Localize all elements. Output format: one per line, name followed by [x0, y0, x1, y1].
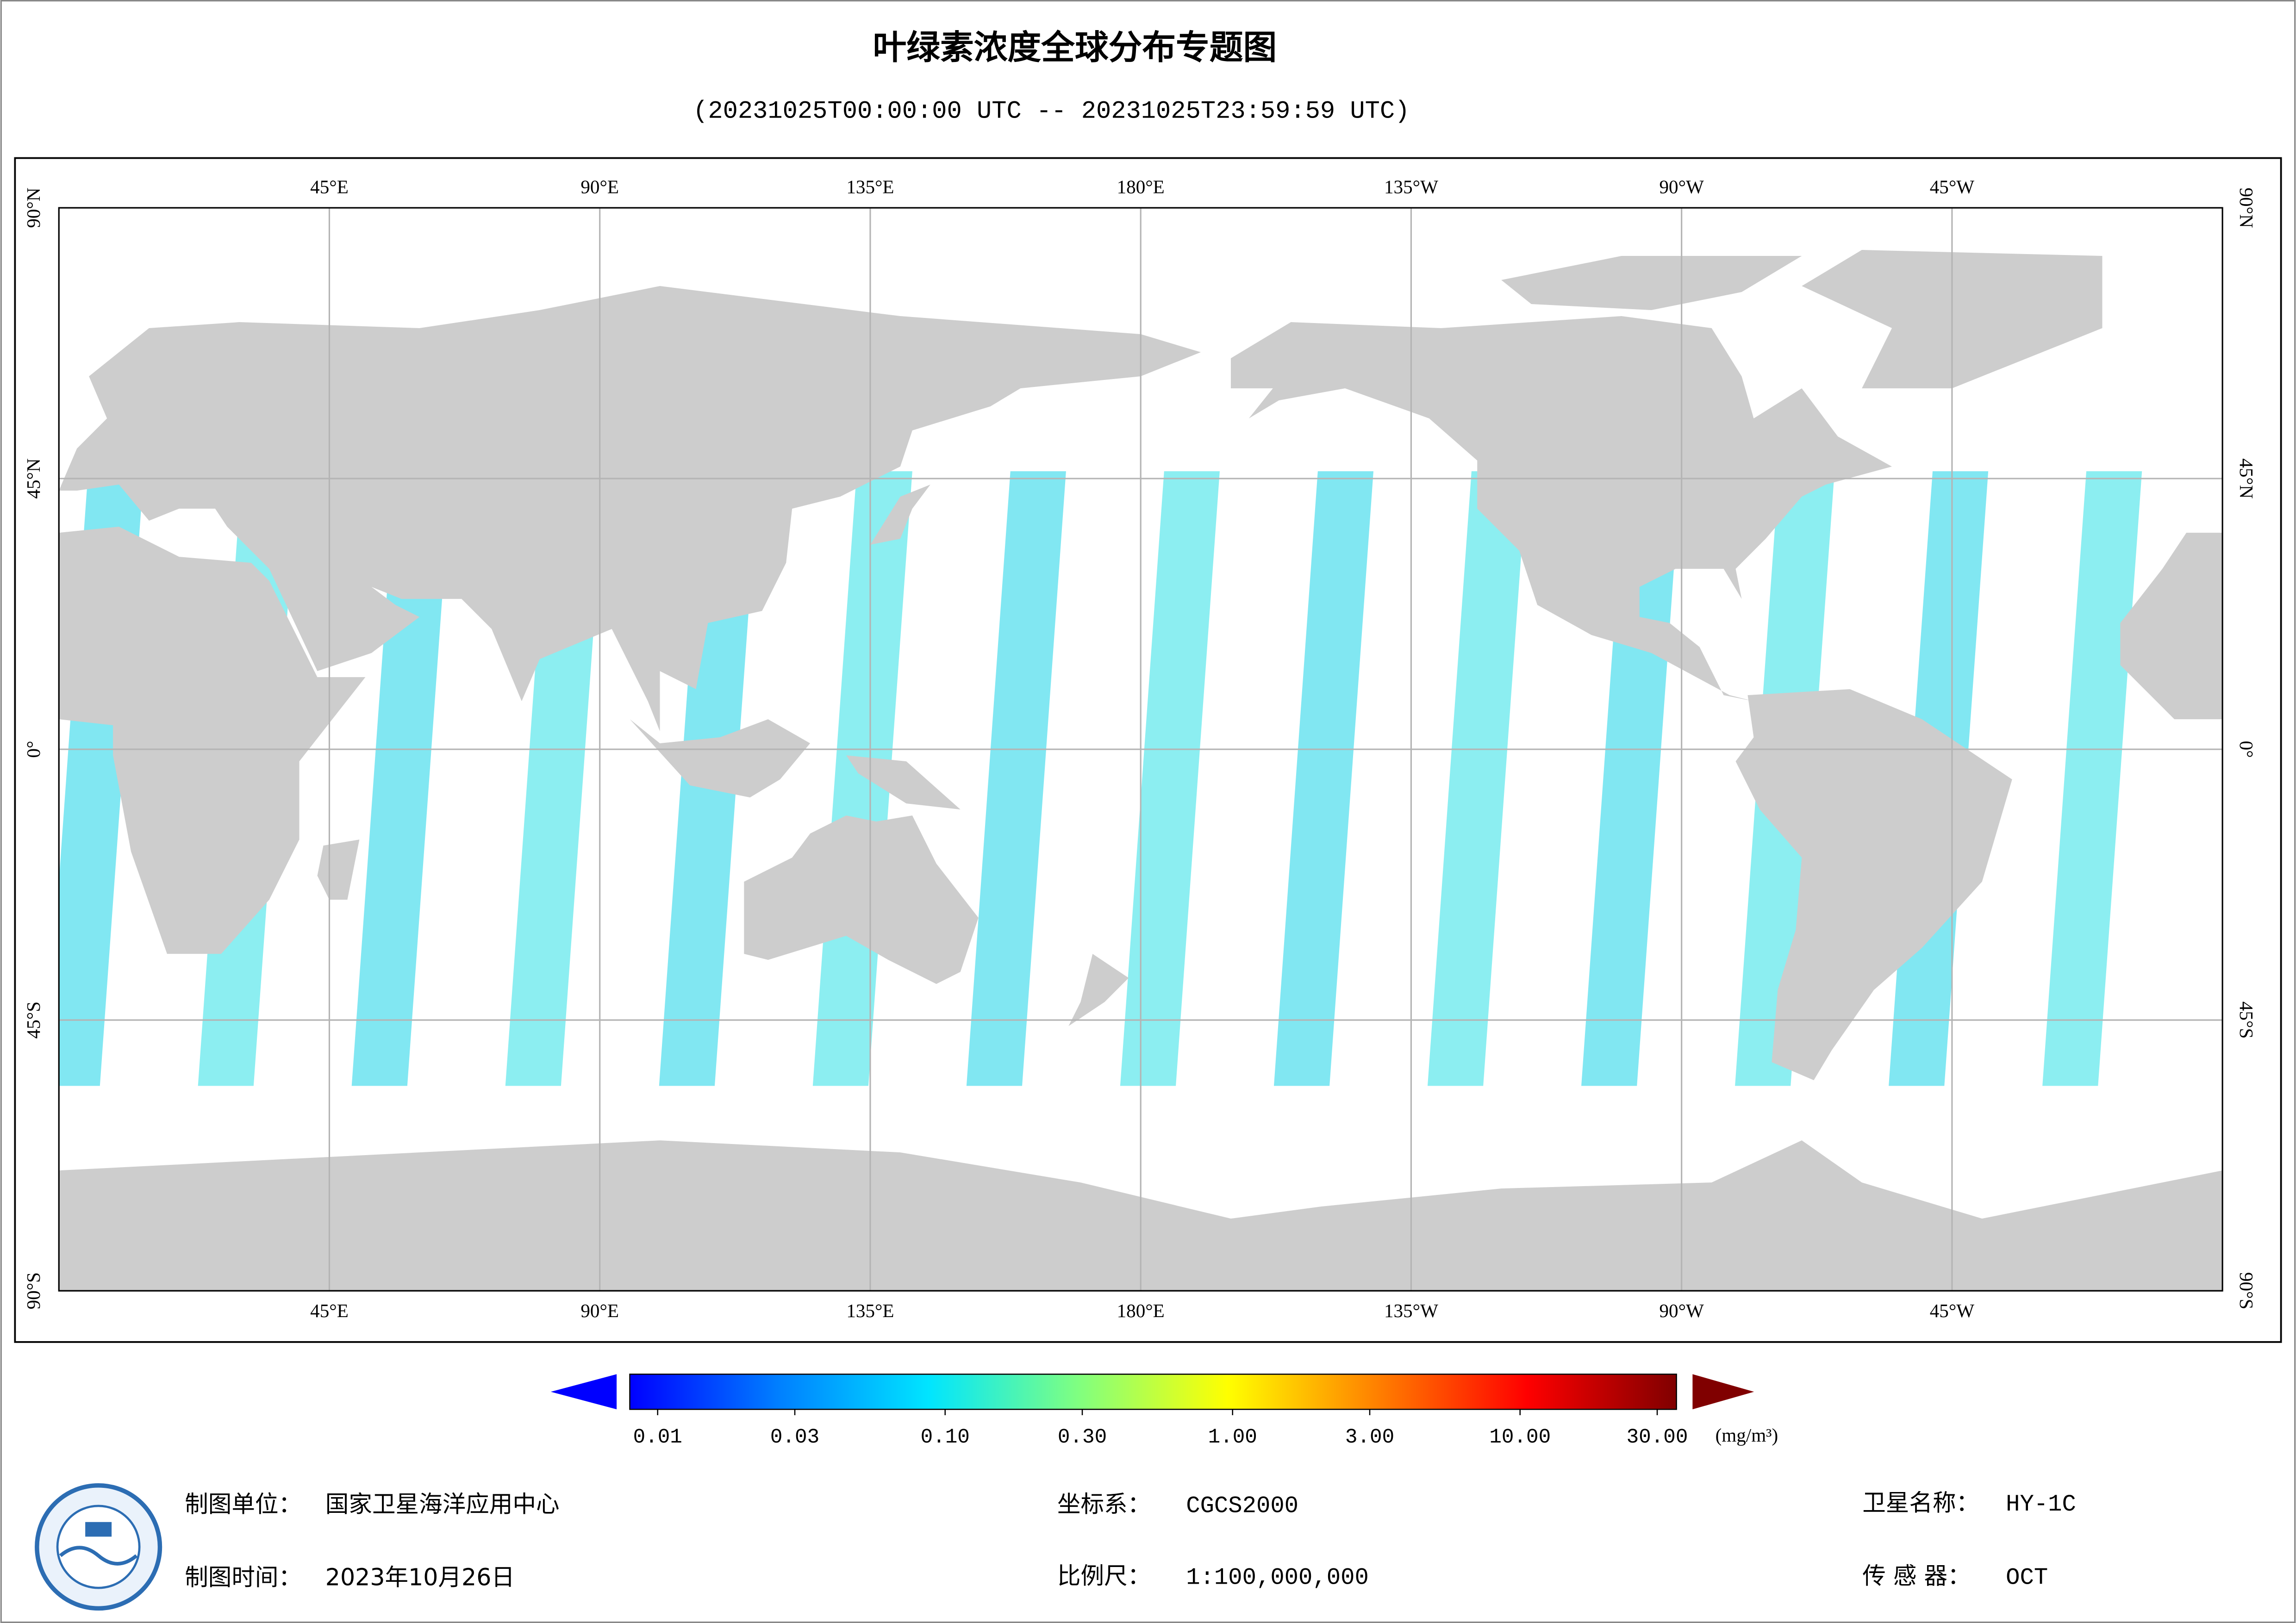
colorbar-tick-label: 0.03	[770, 1426, 819, 1449]
colorbar-tick-label: 0.10	[921, 1426, 970, 1449]
logo-inner	[56, 1505, 141, 1589]
colorbar-tick-label: 0.01	[633, 1426, 682, 1449]
lat-label: 90°N	[23, 187, 44, 228]
lat-label: 45°S	[23, 1001, 44, 1038]
footer-value: HY-1C	[2006, 1492, 2076, 1518]
map-title: 叶绿素浓度全球分布专题图	[873, 28, 1277, 68]
footer: 制图单位： 国家卫星海洋应用中心 制图时间： 2023年10月26日 坐标系： …	[35, 1483, 2076, 1611]
colorbar: (mg/m³) 0.01 0.03 0.10 0.30 1.00 3.00 10.00 30.…	[550, 1374, 1778, 1449]
swath	[966, 471, 1066, 1086]
colorbar-unit: (mg/m³)	[1716, 1424, 1778, 1446]
lat-label: 0°	[2236, 741, 2257, 758]
colorbar-tick-label: 0.30	[1058, 1426, 1107, 1449]
australia	[744, 815, 979, 984]
lat-label: 45°S	[2236, 1001, 2257, 1038]
map-border	[58, 207, 2223, 1292]
lon-label: 45°E	[310, 1300, 349, 1321]
lat-label: 90°S	[23, 1272, 44, 1309]
lon-label: 180°E	[1117, 1300, 1165, 1321]
swath	[1428, 471, 1528, 1086]
logo	[35, 1483, 162, 1611]
lat-label: 45°N	[23, 458, 44, 498]
madagascar	[317, 839, 360, 900]
new-zealand	[1068, 954, 1129, 1026]
footer-value: 1:100,000,000	[1186, 1565, 1369, 1591]
lat-label: 0°	[23, 741, 44, 758]
swath	[1120, 471, 1220, 1086]
colorbar-under-arrow	[550, 1374, 617, 1410]
swath	[1273, 471, 1373, 1086]
colorbar-tick-label: 30.00	[1627, 1426, 1688, 1449]
lon-label: 45°W	[1930, 176, 1975, 197]
lon-label: 90°E	[580, 176, 619, 197]
footer-label: 卫星名称：	[1862, 1489, 1979, 1516]
lat-label: 90°S	[2236, 1272, 2257, 1309]
footer-value: 国家卫星海洋应用中心	[325, 1491, 560, 1518]
graticule-labels: 45°E 45°E 90°E 90°E 135°E 135°E 180°E 180°E 135°…	[23, 176, 2257, 1321]
swath	[351, 471, 451, 1086]
lon-label: 180°E	[1117, 176, 1165, 197]
arctic-islands	[1501, 256, 1802, 311]
japan	[840, 485, 930, 551]
lon-label: 90°W	[1659, 1300, 1704, 1321]
logo-wave	[59, 1546, 138, 1566]
lat-label: 90°N	[2236, 187, 2257, 228]
lon-label: 90°E	[580, 1300, 619, 1321]
lon-label: 135°W	[1384, 176, 1438, 197]
colorbar-gradient	[629, 1374, 1677, 1410]
map-frame	[14, 157, 2282, 1343]
lon-label: 90°W	[1659, 176, 1704, 197]
colorbar-tick-label: 3.00	[1345, 1426, 1394, 1449]
colorbar-tick-label: 1.00	[1208, 1426, 1257, 1449]
indonesia	[630, 719, 811, 798]
map-subtitle: (20231025T00:00:00 UTC -- 20231025T23:59…	[693, 98, 1410, 126]
footer-value: CGCS2000	[1186, 1493, 1298, 1519]
west-africa	[2120, 533, 2223, 720]
logo-satellite	[85, 1522, 112, 1537]
colorbar-tick-label: 10.00	[1489, 1426, 1551, 1449]
north-america	[1230, 316, 1892, 702]
footer-value: 2023年10月26日	[325, 1564, 515, 1591]
lon-label: 135°E	[846, 1300, 894, 1321]
eurasia	[59, 286, 1201, 732]
lon-label: 45°W	[1930, 1300, 1975, 1321]
footer-label: 坐标系：	[1057, 1491, 1151, 1518]
africa	[59, 527, 366, 954]
new-guinea	[846, 755, 961, 810]
footer-label: 制图单位：	[185, 1491, 302, 1518]
south-america	[1735, 689, 2012, 1081]
lon-label: 135°W	[1384, 1300, 1438, 1321]
lon-label: 45°E	[310, 176, 349, 197]
lon-label: 135°E	[846, 176, 894, 197]
swath	[2042, 471, 2142, 1086]
lat-label: 45°N	[2236, 458, 2257, 498]
footer-label: 传 感 器：	[1862, 1562, 1971, 1589]
footer-label: 制图时间：	[185, 1564, 302, 1591]
footer-label: 比例尺：	[1057, 1562, 1151, 1589]
footer-value: OCT	[2006, 1565, 2048, 1591]
colorbar-over-arrow	[1692, 1374, 1754, 1410]
